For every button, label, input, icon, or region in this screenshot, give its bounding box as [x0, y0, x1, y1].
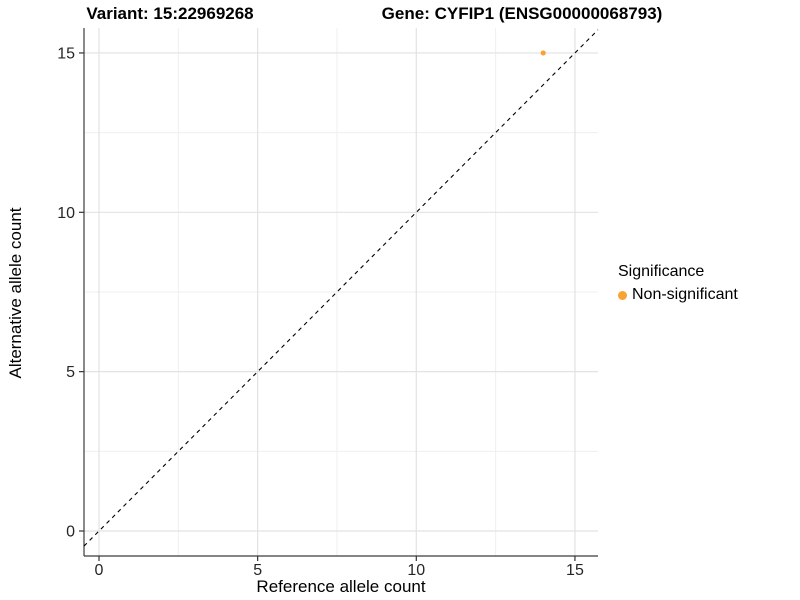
legend-entry-label: Non-significant — [632, 286, 738, 303]
plot-title-gene: Gene: CYFIP1 (ENSG00000068793) — [381, 4, 663, 23]
y-tick-label: 5 — [66, 364, 75, 381]
y-tick-label: 15 — [57, 45, 75, 62]
identity-dashed-line — [83, 29, 599, 547]
data-point — [540, 50, 546, 56]
y-tick-label: 0 — [66, 524, 75, 541]
plot-title-variant: Variant: 15:22969268 — [86, 4, 254, 23]
legend: Significance Non-significant — [618, 263, 738, 304]
legend-entry-non-significant: Non-significant — [618, 286, 738, 304]
legend-title: Significance — [618, 263, 705, 280]
y-tick-label: 10 — [57, 205, 75, 222]
x-tick-label: 15 — [566, 562, 584, 579]
x-tick-label: 0 — [95, 562, 104, 579]
x-axis-title: Reference allele count — [256, 577, 426, 596]
x-tick-label: 10 — [407, 562, 425, 579]
legend-point-icon — [618, 290, 627, 300]
y-axis-title: Alternative allele count — [6, 207, 25, 379]
x-tick-label: 5 — [253, 562, 262, 579]
